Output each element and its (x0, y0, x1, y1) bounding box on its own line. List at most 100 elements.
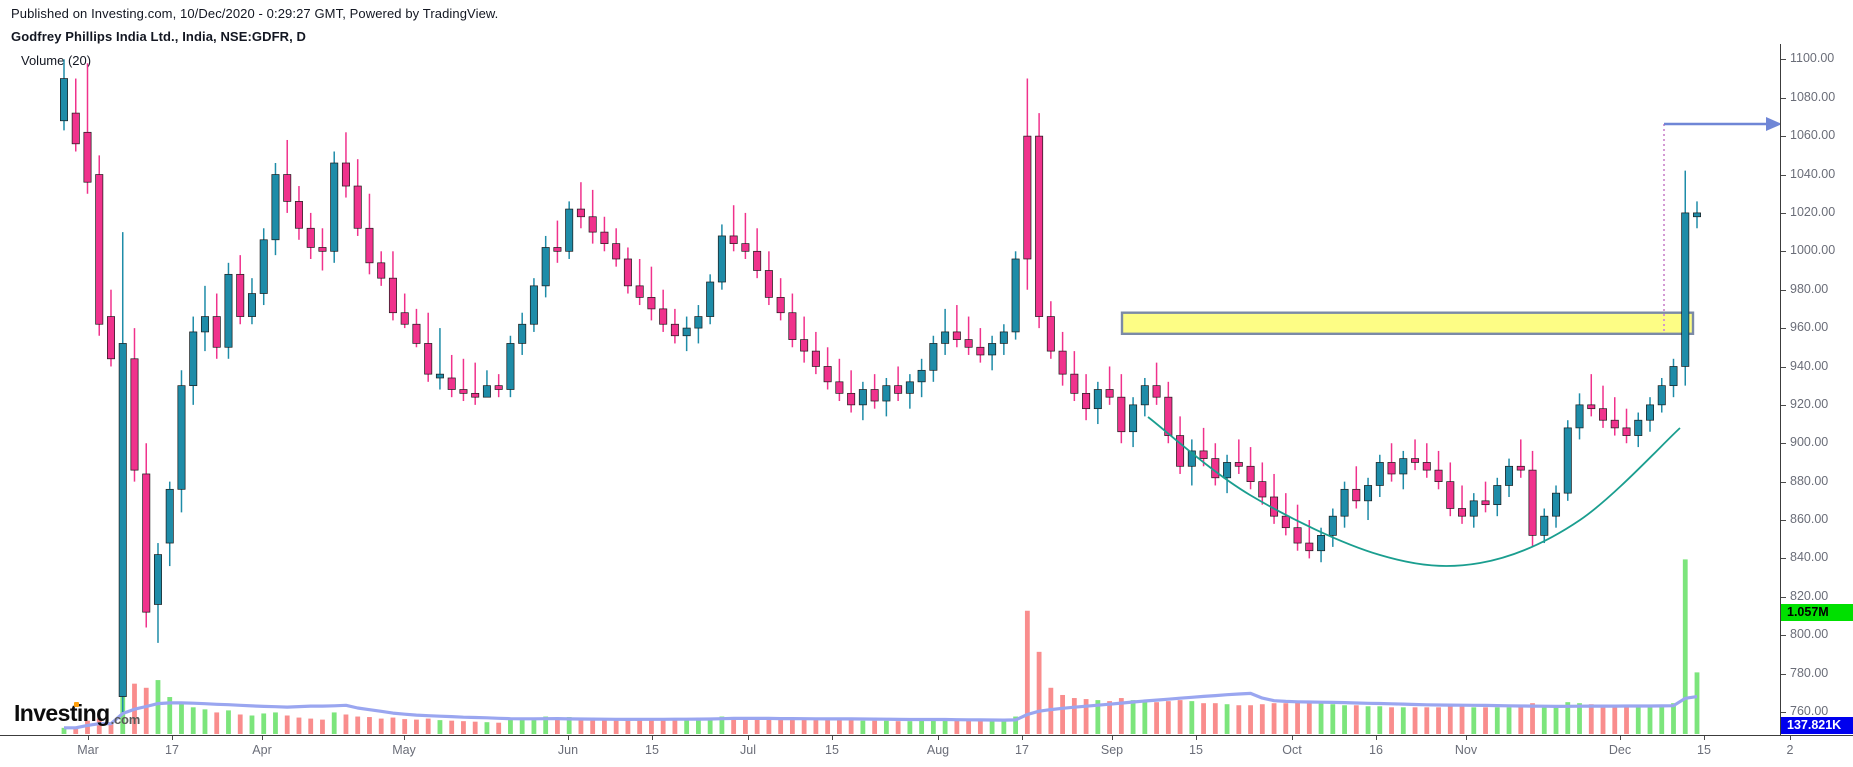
price-tick (1781, 136, 1786, 138)
breakout-arrow-shape[interactable] (1663, 117, 1780, 332)
volume-bar (778, 719, 784, 734)
time-tick (748, 736, 749, 740)
volume-bar (1330, 704, 1336, 734)
volume-bar (696, 720, 701, 734)
volume-bar (578, 717, 584, 734)
candle-body (1082, 392, 1091, 410)
volume-bar (919, 720, 925, 734)
volume-bar (1565, 702, 1571, 734)
price-axis[interactable]: 1100.00 1080.00 1060.00 1040.00 1020.00 1000.… (1780, 44, 1853, 735)
candle-body (482, 385, 491, 398)
volume-bar (872, 720, 878, 734)
candle-body (682, 327, 691, 337)
cup-curve-shape[interactable] (1147, 416, 1681, 567)
volume-bar (966, 720, 972, 734)
candle-body (177, 385, 186, 490)
candle-body (870, 389, 879, 402)
candle-body (1117, 396, 1126, 433)
candle-body (1164, 396, 1173, 436)
candle-body (1669, 366, 1678, 387)
candle-body (1352, 488, 1361, 502)
volume-bar (930, 719, 936, 734)
time-tick (404, 736, 405, 740)
candle-body (1622, 427, 1631, 436)
candle-body (1552, 492, 1561, 517)
volume-last-value[interactable]: 137.821K (1781, 717, 1853, 735)
volume-bar (425, 718, 431, 734)
candle-body (95, 174, 104, 325)
candle-body (835, 381, 844, 394)
volume-bar (1224, 704, 1230, 734)
price-axis-label: 1000.00 (1790, 243, 1836, 258)
time-axis-label: Oct (1282, 743, 1302, 757)
volume-bar (437, 720, 443, 734)
chart-plot-area[interactable] (0, 44, 1780, 735)
candle-body (1281, 515, 1290, 529)
volume-bar (237, 714, 243, 734)
volume-bar (1107, 701, 1112, 734)
volume-bar (1306, 702, 1312, 734)
candle-body (999, 331, 1008, 344)
candle-body (1411, 458, 1420, 463)
candle-body (165, 488, 174, 544)
volume-bar (801, 719, 807, 734)
candle-body (1528, 469, 1537, 536)
candle-body (929, 343, 938, 371)
volume-bar (754, 719, 760, 734)
volume-bar (719, 716, 725, 734)
volume-bar (1471, 707, 1477, 734)
volume-bar (989, 720, 995, 734)
time-axis-label: Dec (1608, 743, 1632, 757)
volume-bar (390, 717, 396, 734)
time-axis-label: 15 (1189, 743, 1203, 757)
price-tick (1781, 289, 1786, 291)
candle-body (576, 208, 585, 218)
volume-bar (1071, 698, 1077, 734)
time-tick (938, 736, 939, 740)
candle-body (1058, 350, 1067, 375)
volume-bar (672, 719, 678, 734)
candle-body (1563, 427, 1572, 494)
time-axis[interactable]: Mar 17 Apr May Jun 15 Jul 15 Aug 17 Sep 15 Oct 16 Nov D… (0, 735, 1853, 767)
volume-bar (508, 719, 513, 734)
time-tick (88, 736, 89, 740)
price-tick (1781, 97, 1786, 99)
volume-bar (461, 721, 466, 734)
resistance-zone-shape[interactable] (1120, 311, 1695, 336)
logo-tld: .com (110, 712, 141, 727)
candle-body (1634, 419, 1643, 436)
volume-bar (1436, 707, 1441, 734)
candle-body (612, 243, 621, 260)
candle-body (917, 369, 926, 383)
candle-body (753, 250, 762, 271)
price-tick (1781, 251, 1786, 253)
price-axis-label: 800.00 (1790, 627, 1829, 642)
price-axis-label: 900.00 (1790, 435, 1829, 450)
volume-bar (1165, 701, 1171, 734)
price-axis-label: 780.00 (1790, 665, 1829, 680)
price-axis-label: 1020.00 (1790, 204, 1836, 219)
price-tick (1781, 673, 1786, 675)
candle-body (1176, 435, 1185, 467)
candle-body (988, 343, 997, 356)
volume-bar (1001, 720, 1007, 734)
volume-bar (1283, 703, 1289, 734)
volume-bar (1318, 703, 1324, 734)
candle-body (1129, 404, 1138, 433)
volume-bar (355, 716, 361, 734)
volume-bar (731, 717, 737, 734)
volume-bar (284, 715, 290, 734)
volume-bar (484, 722, 490, 734)
candle-body (1587, 404, 1596, 410)
volume-ma-value[interactable]: 1.057M (1781, 604, 1853, 622)
time-tick (262, 736, 263, 740)
volume-bar (1024, 610, 1030, 734)
volume-bar (1459, 706, 1465, 734)
volume-bar (1259, 704, 1265, 734)
volume-bar (543, 716, 549, 734)
candles-group (60, 59, 1701, 712)
volume-ma-polyline (64, 691, 1698, 730)
candle-body (1140, 385, 1149, 406)
time-axis-label: Jun (557, 743, 579, 757)
time-axis-label: 15 (1697, 743, 1711, 757)
